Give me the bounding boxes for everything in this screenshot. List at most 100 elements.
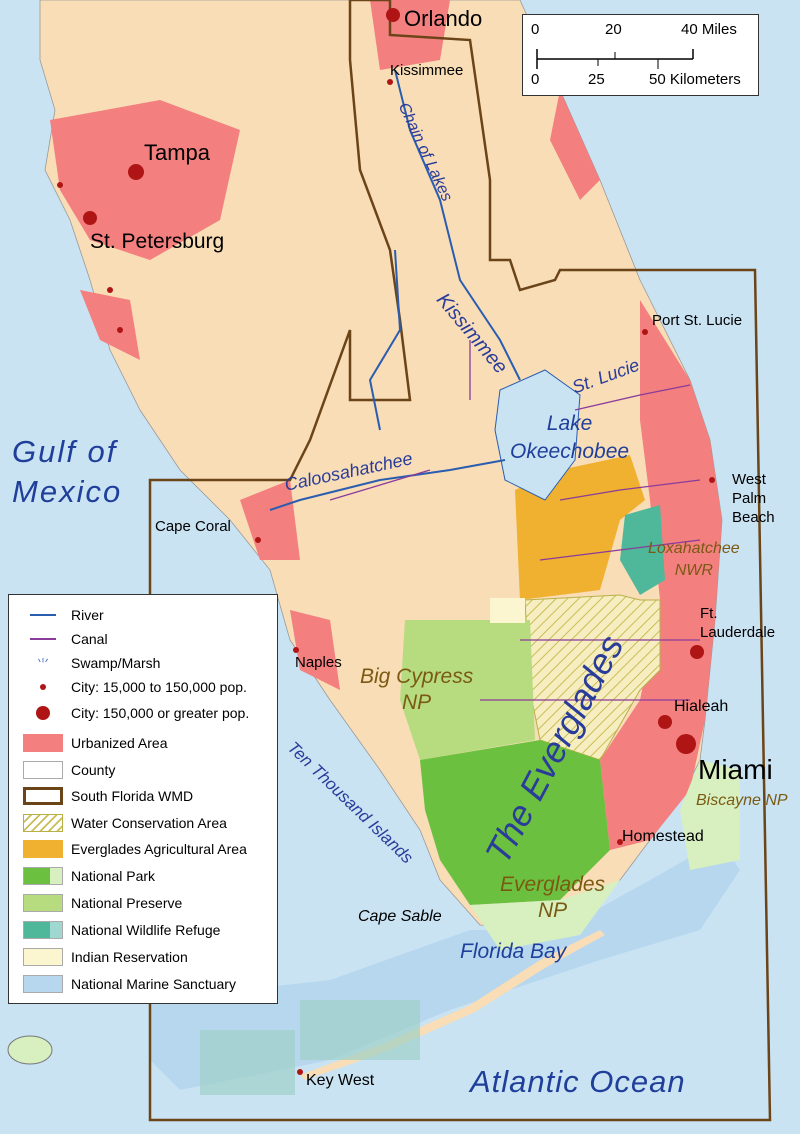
florida-bay-label: Florida Bay [460, 940, 567, 963]
city-markers [57, 8, 715, 1075]
legend-item-large-city: City: 150,000 or greater pop. [9, 701, 249, 725]
label-line: NWR [674, 562, 713, 579]
biscayne-np-label: Biscayne NP [696, 792, 788, 809]
marine-sanctuary-box [300, 1000, 420, 1060]
large-city-dot-icon [23, 706, 63, 720]
legend-label: National Wildlife Refuge [71, 922, 221, 938]
gulf-of-mexico-label: Gulf of Mexico [12, 432, 122, 512]
national-preserve-swatch [23, 894, 63, 912]
legend-label: South Florida WMD [71, 788, 194, 804]
florida-bay [470, 880, 620, 950]
legend-label: Water Conservation Area [71, 815, 227, 831]
big-cypress-label: Big Cypress NP [360, 664, 473, 716]
eaa-swatch [23, 840, 63, 858]
legend-label: National Preserve [71, 895, 183, 911]
legend-item-urbanized: Urbanized Area [9, 731, 168, 755]
city-dot-tampa [128, 164, 144, 180]
legend-label: National Park [71, 868, 156, 884]
legend-item-national-park: National Park [9, 864, 155, 888]
city-dot-miami [676, 734, 696, 754]
indian-reservation-swatch [23, 948, 63, 966]
marine-sanctuary-swatch [23, 975, 63, 993]
city-label-cape-coral: Cape Coral [155, 518, 231, 535]
city-label-st-petersburg: St. Petersburg [90, 230, 225, 253]
legend-label: Everglades Agricultural Area [71, 841, 247, 857]
scale-mile-tick: 20 [605, 21, 622, 38]
legend-label: National Marine Sanctuary [71, 976, 236, 992]
legend-label: Urbanized Area [71, 735, 168, 751]
water-conservation-area [524, 594, 661, 761]
rivers [269, 69, 521, 511]
lake-okeechobee-label: Lake Okeechobee [510, 410, 629, 466]
legend-label: Indian Reservation [71, 949, 188, 965]
label-line: Mexico [12, 474, 123, 509]
loxahatchee-nwr [620, 505, 665, 595]
scale-ruler [536, 49, 694, 69]
scale-mile-tick: 0 [531, 21, 540, 38]
urbanized-swatch [23, 734, 63, 752]
legend-item-nwr: National Wildlife Refuge [9, 918, 220, 942]
legend-item-swamp: ⺌ Swamp/Marsh [9, 651, 160, 675]
city-label-homestead: Homestead [622, 828, 704, 845]
national-park-swatch [23, 867, 63, 885]
legend-item-river: River [9, 603, 104, 627]
scale-mile-tick: 40 Miles [681, 21, 737, 38]
legend-label: City: 15,000 to 150,000 pop. [71, 679, 247, 695]
legend-item-county: County [9, 758, 115, 782]
legend-item-wmd: South Florida WMD [9, 784, 193, 808]
city-label-miami: Miami [698, 754, 773, 785]
city-label-port-st-lucie: Port St. Lucie [652, 312, 743, 329]
label-line: Palm [732, 490, 767, 507]
canals [329, 340, 701, 701]
label-line: NP [402, 691, 432, 714]
indian-reservation [490, 598, 525, 623]
city-label-orlando: Orlando [404, 6, 483, 31]
wca-swatch [23, 814, 63, 832]
city-dot-hialeah [658, 715, 672, 729]
legend-item-small-city: City: 15,000 to 150,000 pop. [9, 675, 247, 699]
label-line: NP [537, 899, 568, 922]
atlantic-ocean-label: Atlantic Ocean [470, 1064, 686, 1099]
legend-item-marine-sanctuary: National Marine Sanctuary [9, 972, 236, 996]
legend-label: City: 150,000 or greater pop. [71, 705, 250, 721]
county-swatch [23, 761, 63, 779]
everglades-np-label: Everglades NP [500, 872, 605, 924]
label-line: Lauderdale [700, 624, 776, 641]
legend-label: Canal [71, 631, 108, 647]
legend-item-eaa: Everglades Agricultural Area [9, 837, 247, 861]
cape-sable-label: Cape Sable [358, 908, 442, 925]
legend-item-canal: Canal [9, 627, 108, 651]
nwr-swatch [23, 921, 63, 939]
label-line: Okeechobee [510, 440, 630, 463]
legend: River Canal ⺌ Swamp/Marsh City: 15,000 to… [8, 594, 278, 1004]
city-label-key-west: Key West [306, 1072, 375, 1089]
legend-label: Swamp/Marsh [71, 655, 161, 671]
legend-label: River [71, 607, 104, 623]
scale-km-tick: 0 [531, 71, 540, 88]
everglades-national-park [420, 740, 610, 905]
label-line: Lake [546, 412, 593, 435]
city-dot-orlando [386, 8, 400, 22]
city-label-west-palm-beach: West Palm Beach [732, 470, 775, 527]
legend-item-wca: Water Conservation Area [9, 811, 227, 835]
label-line: Ft. [700, 605, 718, 622]
label-line: Gulf of [12, 434, 118, 469]
marine-sanctuary-box [200, 1030, 295, 1095]
river-line-icon [23, 614, 63, 616]
label-line: West [732, 471, 766, 488]
city-label-naples: Naples [295, 654, 342, 671]
small-city-dot-icon [23, 684, 63, 690]
loxahatchee-label: Loxahatchee NWR [648, 538, 740, 582]
lake-okeechobee [494, 369, 581, 501]
legend-item-national-preserve: National Preserve [9, 891, 182, 915]
florida-keys [300, 930, 605, 1080]
city-label-hialeah: Hialeah [674, 698, 729, 715]
legend-item-indian-reservation: Indian Reservation [9, 945, 188, 969]
label-line: Loxahatchee [648, 540, 740, 557]
city-dot-ft-lauderdale [690, 645, 704, 659]
scale-km-tick: 50 Kilometers [649, 71, 741, 88]
city-label-kissimmee: Kissimmee [390, 62, 464, 79]
label-line: Big Cypress [360, 665, 474, 688]
city-label-tampa: Tampa [144, 140, 211, 165]
